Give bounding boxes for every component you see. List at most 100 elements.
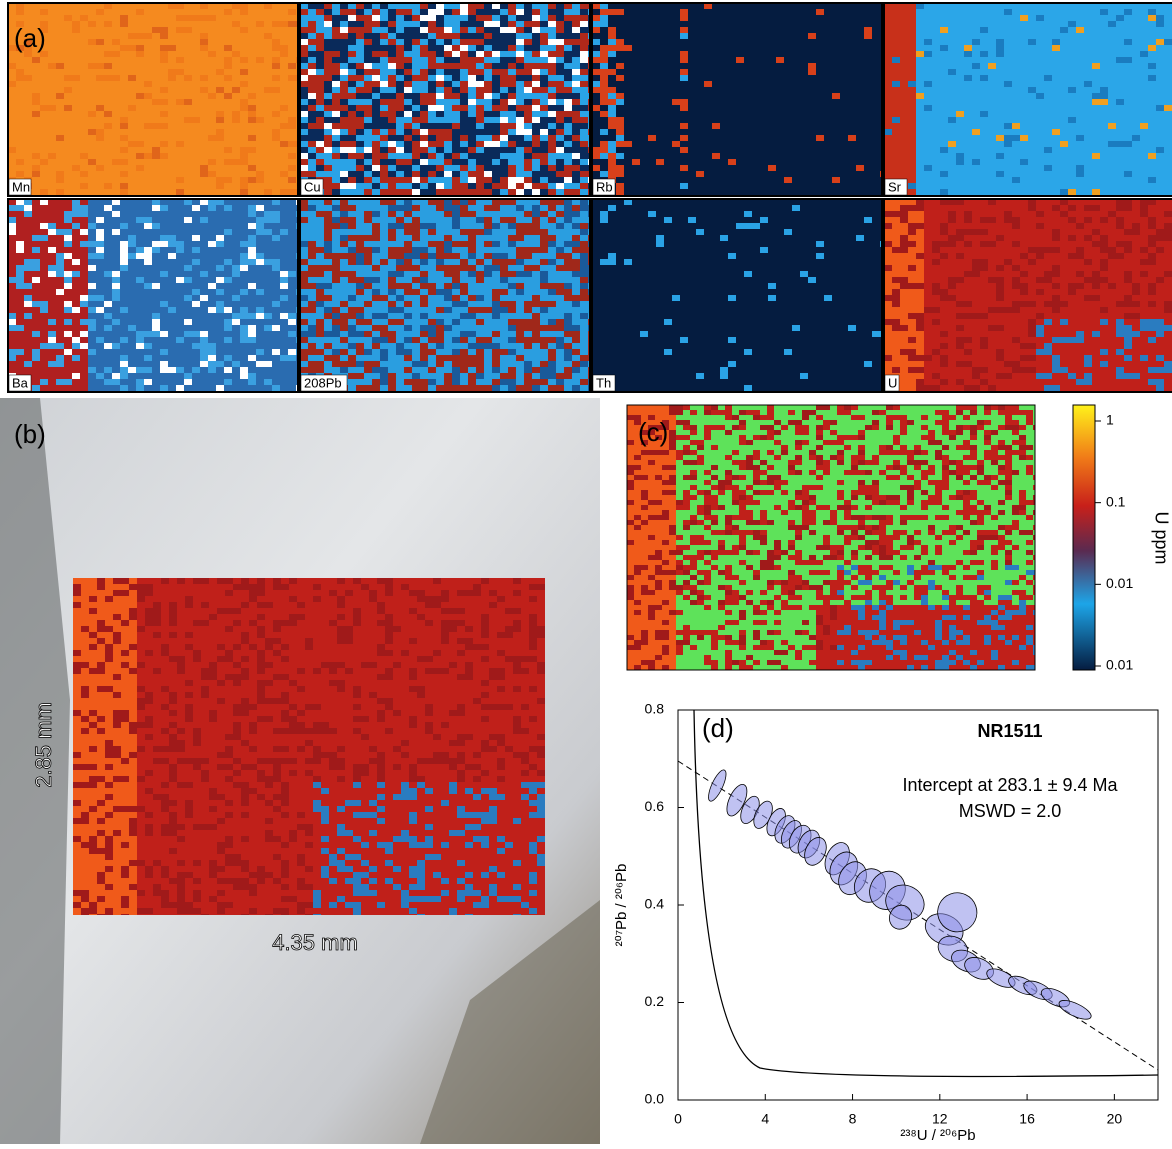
map-cell — [1012, 189, 1020, 195]
map-cell — [712, 177, 720, 183]
map-cell — [468, 159, 476, 165]
map-cell — [152, 117, 160, 123]
map-cell — [288, 147, 296, 153]
map-cell — [1124, 15, 1132, 21]
map-cell — [96, 189, 104, 195]
map-cell — [176, 45, 184, 51]
map-cell — [704, 159, 712, 165]
map-cell — [56, 51, 64, 57]
map-cell — [712, 45, 720, 51]
map-cell — [572, 75, 580, 81]
map-cell — [616, 111, 624, 117]
map-cell — [168, 75, 176, 81]
map-cell — [524, 51, 532, 57]
map-cell — [380, 9, 388, 15]
map-cell — [572, 147, 580, 153]
map-cell — [240, 147, 248, 153]
map-cell — [316, 105, 324, 111]
map-cell — [824, 27, 832, 33]
map-cell — [324, 33, 332, 39]
map-cell — [564, 15, 572, 21]
map-cell — [80, 69, 88, 75]
map-cell — [232, 87, 240, 93]
map-cell — [548, 111, 556, 117]
map-cell — [624, 39, 632, 45]
map-cell — [1148, 69, 1156, 75]
map-cell — [964, 63, 972, 69]
map-cell — [508, 117, 516, 123]
map-cell — [216, 69, 224, 75]
map-cell — [1124, 63, 1132, 69]
map-cell — [8, 205, 16, 211]
map-cell — [532, 153, 540, 159]
map-cell — [404, 51, 412, 57]
map-cell — [492, 45, 500, 51]
map-cell — [200, 135, 208, 141]
map-cell — [908, 39, 916, 45]
map-cell — [1092, 69, 1100, 75]
map-cell — [516, 141, 524, 147]
map-cell — [308, 171, 316, 177]
map-cell — [500, 93, 508, 99]
map-cell — [824, 39, 832, 45]
map-cell — [128, 9, 136, 15]
map-cell — [768, 153, 776, 159]
map-cell — [760, 105, 768, 111]
map-cell — [872, 21, 880, 27]
map-cell — [1044, 99, 1052, 105]
map-cell — [1148, 177, 1156, 183]
map-cell — [964, 123, 972, 129]
map-cell — [80, 135, 88, 141]
map-cell — [224, 177, 232, 183]
map-cell — [288, 51, 296, 57]
map-cell — [1092, 105, 1100, 111]
map-cell — [240, 87, 248, 93]
map-cell — [532, 183, 540, 189]
map-cell — [316, 153, 324, 159]
map-cell — [1076, 183, 1084, 189]
map-cell — [1076, 9, 1084, 15]
map-cell — [240, 165, 248, 171]
map-cell — [1012, 117, 1020, 123]
map-cell — [224, 9, 232, 15]
map-cell — [624, 57, 632, 63]
map-cell — [372, 75, 380, 81]
map-cell — [1156, 123, 1164, 129]
map-cell — [800, 105, 808, 111]
map-cell — [152, 27, 160, 33]
map-cell — [492, 123, 500, 129]
map-cell — [308, 165, 316, 171]
map-cell — [104, 171, 112, 177]
map-cell — [664, 135, 672, 141]
map-cell — [484, 129, 492, 135]
map-cell — [972, 99, 980, 105]
map-cell — [492, 99, 500, 105]
map-cell — [380, 189, 388, 195]
map-cell — [24, 211, 32, 217]
map-cell — [1084, 135, 1092, 141]
map-cell — [340, 57, 348, 63]
map-cell — [712, 87, 720, 93]
map-cell — [80, 159, 88, 165]
map-cell — [784, 9, 792, 15]
map-cell — [1068, 117, 1076, 123]
map-cell — [380, 123, 388, 129]
map-cell — [680, 165, 688, 171]
map-cell — [1020, 171, 1028, 177]
map-cell — [824, 153, 832, 159]
map-cell — [892, 39, 900, 45]
map-cell — [240, 9, 248, 15]
map-cell — [832, 147, 840, 153]
map-cell — [40, 105, 48, 111]
map-cell — [104, 177, 112, 183]
map-cell — [580, 183, 588, 189]
map-cell — [120, 123, 128, 129]
map-cell — [24, 117, 32, 123]
map-cell — [1060, 183, 1068, 189]
map-cell — [848, 117, 856, 123]
map-cell — [308, 21, 316, 27]
map-cell — [768, 147, 776, 153]
map-cell — [760, 57, 768, 63]
map-cell — [112, 205, 120, 211]
map-cell — [332, 51, 340, 57]
